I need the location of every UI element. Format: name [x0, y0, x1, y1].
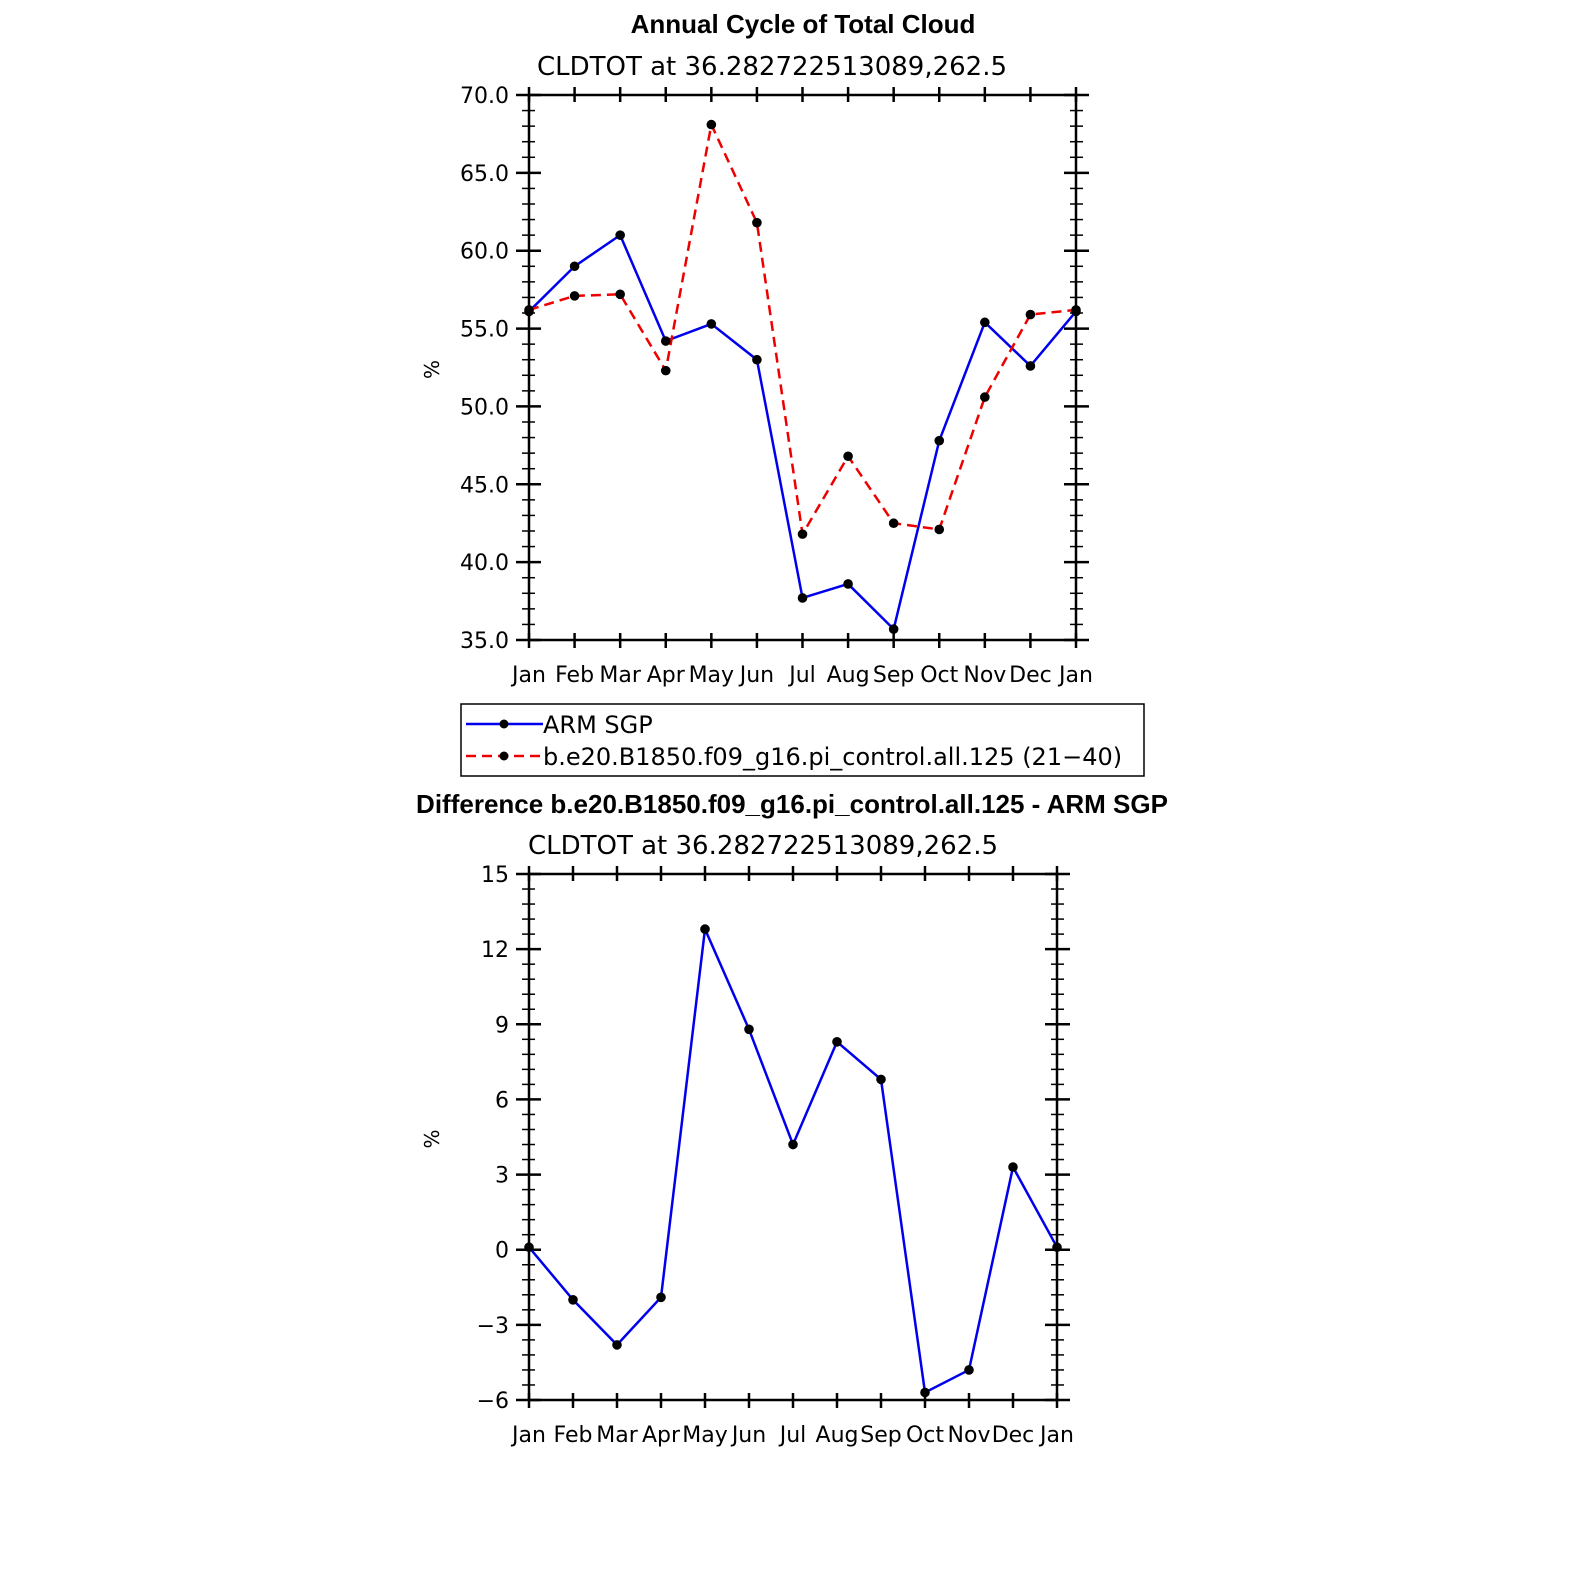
bottom-data-point	[744, 1024, 754, 1035]
bottom-y-tick-label: −6	[477, 1389, 509, 1414]
top-x-tick-label: Apr	[647, 663, 686, 688]
legend-box	[460, 703, 1145, 777]
bottom-data-point	[920, 1387, 930, 1398]
bottom-x-tick-label: Sep	[860, 1423, 901, 1448]
bottom-data-point	[524, 1242, 534, 1253]
bottom-plot-area: Jan Feb Mar Apr May Jun Jul Aug Sep Oct Nov Dec Jan−…	[420, 863, 1074, 1448]
top-data-point	[752, 354, 762, 365]
top-y-tick-label: 70.0	[460, 84, 509, 109]
top-data-point	[524, 305, 534, 315]
top-y-axis-label: %	[420, 360, 444, 379]
top-data-point	[888, 518, 899, 529]
top-x-tick-label: Jan	[510, 663, 546, 688]
top-data-point	[615, 289, 625, 300]
bottom-y-tick-label: 3	[495, 1164, 509, 1189]
top-data-point	[752, 217, 762, 228]
bottom-y-axis-label: %	[420, 1129, 444, 1148]
top-data-point	[1071, 305, 1081, 315]
top-y-tick-label: 50.0	[460, 395, 509, 420]
top-y-tick-label: 65.0	[460, 162, 509, 187]
top-x-tick-label: Jan	[1057, 663, 1093, 688]
legend-label-arm: ARM SGP	[543, 711, 653, 739]
bottom-x-tick-label: Jun	[730, 1423, 766, 1448]
bottom-x-tick-label: Jan	[1038, 1423, 1074, 1448]
legend-marker-model	[499, 751, 509, 761]
bottom-x-tick-label: Mar	[596, 1423, 638, 1448]
top-x-tick-label: Jun	[738, 663, 774, 688]
bottom-plot-frame	[527, 872, 1059, 1402]
bottom-data-point	[612, 1340, 622, 1350]
bottom-y-tick-label: 6	[495, 1088, 509, 1113]
top-data-point	[569, 291, 580, 301]
bottom-x-tick-label: Jul	[778, 1423, 807, 1448]
bottom-data-point	[1008, 1162, 1018, 1172]
top-data-point	[843, 451, 853, 462]
top-data-point	[797, 593, 808, 603]
bottom-data-point	[656, 1292, 666, 1303]
bottom-x-tick-label: Nov	[948, 1423, 991, 1448]
bottom-x-tick-label: Jan	[510, 1423, 546, 1448]
top-data-point	[797, 529, 808, 539]
top-data-point	[660, 336, 671, 346]
bottom-y-tick-label: 0	[495, 1239, 509, 1264]
bottom-x-tick-label: Apr	[642, 1423, 681, 1448]
bottom-x-tick-label: May	[682, 1423, 727, 1448]
bottom-x-tick-label: Feb	[554, 1423, 593, 1448]
top-chart-subtitle: CLDTOT at 36.282722513089,262.5	[537, 52, 1007, 82]
bottom-chart-title: Difference b.e20.B1850.f09_g16.pi_contro…	[416, 789, 1168, 819]
top-x-tick-label: Jul	[787, 663, 816, 688]
legend-marker-arm	[499, 719, 509, 729]
top-data-point	[980, 392, 990, 402]
bottom-data-point	[788, 1139, 798, 1150]
top-x-tick-label: Aug	[827, 663, 870, 688]
bottom-series-line-0	[528, 924, 1059, 1395]
top-y-tick-label: 55.0	[460, 318, 509, 343]
bottom-data-point	[568, 1295, 578, 1305]
bottom-y-tick-label: 15	[481, 863, 509, 888]
top-x-tick-label: Dec	[1009, 663, 1052, 688]
top-plot-area: Jan Feb Mar Apr May Jun Jul Aug Sep Oct Nov Dec Jan3…	[420, 84, 1093, 688]
top-data-point	[980, 317, 990, 328]
top-y-tick-label: 60.0	[460, 240, 509, 265]
bottom-data-point	[876, 1074, 886, 1085]
bottom-data-point	[1052, 1242, 1062, 1253]
top-x-tick-label: Mar	[599, 663, 641, 688]
top-x-tick-label: Sep	[873, 663, 914, 688]
top-data-point	[1025, 309, 1036, 320]
top-data-point	[1025, 361, 1036, 371]
top-data-point	[706, 319, 717, 329]
top-x-tick-label: May	[689, 663, 734, 688]
bottom-y-tick-label: −3	[477, 1314, 509, 1339]
top-y-tick-label: 40.0	[460, 551, 509, 576]
bottom-data-point	[964, 1365, 974, 1375]
top-data-point	[706, 119, 717, 130]
top-x-tick-label: Oct	[920, 663, 958, 688]
top-plot-frame	[527, 93, 1078, 642]
bottom-x-tick-label: Aug	[816, 1423, 859, 1448]
bottom-data-point	[832, 1037, 842, 1047]
top-y-tick-label: 35.0	[460, 629, 509, 654]
top-data-point	[843, 579, 853, 589]
top-chart-legend: ARM SGP b.e20.B1850.f09_g16.pi_control.a…	[460, 703, 1145, 777]
top-data-point	[615, 230, 625, 240]
top-data-point	[660, 365, 671, 376]
bottom-data-point	[700, 924, 710, 934]
legend-label-model: b.e20.B1850.f09_g16.pi_control.all.125 (…	[543, 743, 1122, 771]
bottom-y-tick-label: 12	[481, 938, 509, 963]
top-data-point	[934, 435, 945, 446]
top-data-point	[934, 524, 945, 535]
top-data-point	[888, 624, 899, 634]
top-y-tick-label: 45.0	[460, 473, 509, 498]
top-x-tick-label: Feb	[555, 663, 594, 688]
bottom-x-tick-label: Dec	[992, 1423, 1035, 1448]
top-x-tick-label: Nov	[963, 663, 1006, 688]
top-chart-title: Annual Cycle of Total Cloud	[631, 9, 976, 39]
bottom-chart-subtitle: CLDTOT at 36.282722513089,262.5	[528, 831, 998, 861]
top-data-point	[569, 261, 580, 272]
bottom-x-tick-label: Oct	[906, 1423, 944, 1448]
bottom-y-tick-label: 9	[495, 1013, 509, 1038]
